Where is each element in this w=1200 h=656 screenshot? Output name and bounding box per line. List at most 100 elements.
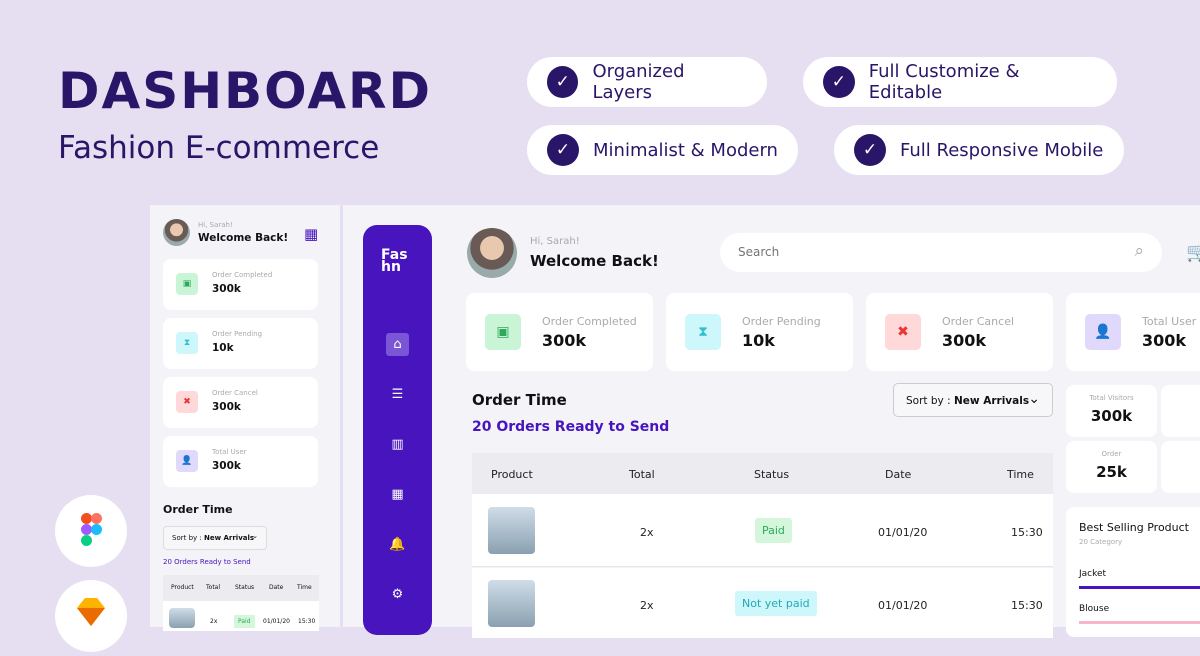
search-icon[interactable]: ⌕: [1134, 241, 1144, 261]
feature-label: Organized Layers: [592, 61, 685, 103]
stat-icon: ✖: [176, 391, 198, 413]
search-bar[interactable]: ⌕: [720, 233, 1162, 272]
product-image: [488, 507, 535, 554]
welcome-text: Welcome Back!: [198, 232, 289, 244]
mini-stat-value: 1: [1161, 407, 1200, 425]
sort-value: New Arrivals: [203, 534, 255, 542]
check-icon: ✓: [823, 66, 855, 98]
mini-stat-label: Vi: [1161, 394, 1200, 402]
stat-label: Order Cancel: [942, 315, 1015, 328]
stat-card: ⧗ Order Pending 10k: [666, 293, 853, 371]
check-icon: ✓: [547, 134, 579, 166]
stat-card: ✖ Order Cancel 300k: [866, 293, 1053, 371]
search-input[interactable]: [738, 245, 1098, 259]
nav-bell[interactable]: 🔔: [386, 533, 409, 556]
stat-card: ⧗ Order Pending 10k: [163, 318, 318, 369]
chart-icon: ▥: [391, 437, 404, 452]
feature-label: Full Customize & Editable: [868, 61, 1020, 103]
nav-grid[interactable]: ▦: [386, 483, 409, 506]
feature-label: Full Responsive Mobile: [900, 139, 1104, 161]
hero-subtitle: Fashion E-commerce: [58, 130, 380, 166]
stat-card: ▣ Order Completed 300k: [163, 259, 318, 310]
feature-pill: ✓ Full Responsive Mobile: [834, 125, 1124, 175]
mini-stat-label: Order: [1101, 450, 1122, 458]
column-header: Total: [206, 584, 221, 591]
table-header: [472, 453, 1053, 494]
ready-text: 20 Orders Ready to Send: [472, 419, 670, 435]
greeting: Hi, Sarah!: [198, 221, 233, 229]
stat-value: 300k: [212, 283, 241, 295]
sort-dropdown[interactable]: Sort by : New Arrivals ⌄: [163, 526, 267, 550]
stat-icon: ⧗: [685, 314, 721, 350]
nav-list[interactable]: ☰: [386, 383, 409, 406]
stat-icon: ▣: [176, 273, 198, 295]
home-icon: ⌂: [393, 337, 402, 352]
product-label: Blouse: [1079, 604, 1110, 614]
row-date: 01/01/20: [878, 599, 928, 612]
chevron-down-icon: ⌄: [252, 532, 258, 540]
bell-icon: 🔔: [389, 537, 406, 552]
nav-gear[interactable]: ⚙: [386, 583, 409, 606]
feature-pill: ✓ Minimalist & Modern: [527, 125, 798, 175]
best-selling-subtitle: 20 Category: [1079, 538, 1123, 546]
stat-card: 👤 Total User 300k: [163, 436, 318, 487]
stat-value: 300k: [942, 331, 987, 350]
stat-label: Order Pending: [742, 315, 821, 328]
mini-stat-label: Car: [1161, 450, 1200, 458]
mini-stat-card: Total Visitors 300k: [1066, 385, 1157, 437]
sort-prefix: Sort by :: [906, 395, 954, 407]
table-header: [163, 575, 319, 601]
column-header: Time: [297, 584, 312, 591]
order-time-title: Order Time: [163, 503, 233, 516]
feature-pill: ✓ Organized Layers: [527, 57, 767, 107]
column-header: Product: [171, 584, 194, 591]
stat-label: Order Pending: [212, 330, 263, 338]
status-badge: Not yet paid: [735, 591, 817, 616]
grid-icon: ▦: [391, 487, 404, 502]
order-time-title: Order Time: [472, 391, 567, 409]
stat-card: ▣ Order Completed 300k: [466, 293, 653, 371]
stat-icon: ⧗: [176, 332, 198, 354]
stat-value: 300k: [212, 401, 241, 413]
sidebar: Fas hn ⌂ ☰ ▥ ▦ 🔔 ⚙: [363, 225, 432, 635]
mobile-dashboard: Hi, Sarah! Welcome Back! ▦ ▣ Order Compl…: [150, 205, 340, 631]
product-image: [488, 580, 535, 627]
stat-value: 10k: [742, 331, 775, 350]
mini-stat-card: Car 2: [1161, 441, 1200, 493]
row-time: 15:30: [298, 618, 316, 625]
column-header: Product: [491, 468, 533, 481]
mini-stat-label: Total Visitors: [1089, 394, 1134, 402]
column-header: Status: [235, 584, 255, 591]
check-icon: ✓: [547, 66, 579, 98]
check-icon: ✓: [854, 134, 886, 166]
feature-pill: ✓ Full Customize & Editable: [803, 57, 1117, 107]
welcome-text: Welcome Back!: [530, 252, 659, 270]
row-time: 15:30: [1011, 526, 1043, 539]
avatar: [467, 228, 517, 278]
sort-prefix: Sort by :: [172, 534, 204, 542]
stat-card: 👤 Total User 300k: [1066, 293, 1200, 371]
product-image: [169, 608, 195, 628]
sort-dropdown[interactable]: Sort by : New Arrivals ⌄: [893, 383, 1053, 417]
product-bar: [1079, 586, 1200, 589]
stat-value: 300k: [542, 331, 587, 350]
stat-label: Order Cancel: [212, 389, 258, 397]
row-total: 2x: [640, 526, 654, 539]
stat-value: 300k: [1142, 331, 1187, 350]
stat-label: Total User: [212, 448, 247, 456]
avatar: [163, 219, 190, 246]
nav-home[interactable]: ⌂: [386, 333, 409, 356]
mini-stat-value: 25k: [1096, 463, 1127, 481]
product-bar: [1079, 621, 1200, 624]
menu-grid-icon[interactable]: ▦: [304, 225, 319, 243]
stat-icon: ✖: [885, 314, 921, 350]
mini-stat-card: Vi 1: [1161, 385, 1200, 437]
stat-icon: ▣: [485, 314, 521, 350]
cart-icon[interactable]: 🛒: [1186, 242, 1200, 263]
sort-value: New Arrivals: [953, 395, 1030, 407]
list-icon: ☰: [391, 387, 404, 402]
nav-chart[interactable]: ▥: [386, 433, 409, 456]
greeting: Hi, Sarah!: [530, 236, 580, 247]
stat-value: 10k: [212, 342, 234, 354]
stat-label: Order Completed: [542, 315, 637, 328]
